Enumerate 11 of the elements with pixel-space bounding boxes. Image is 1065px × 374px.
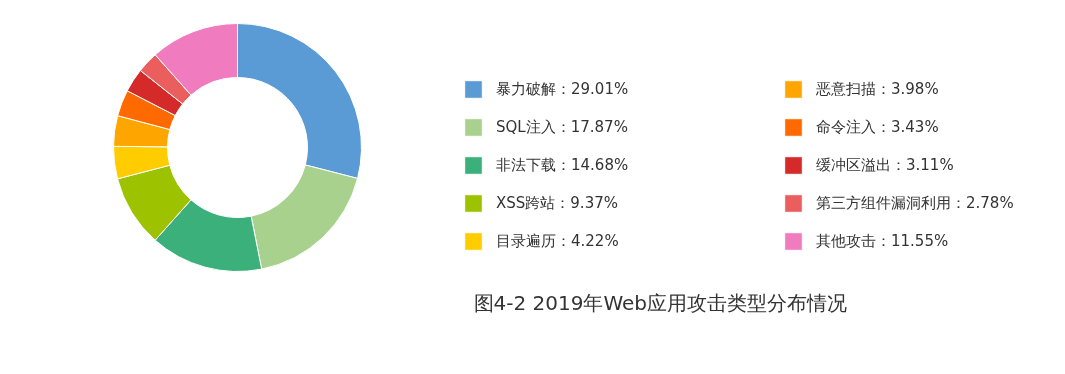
legend-label: 缓冲区溢出：3.11% <box>816 155 955 175</box>
legend-label: 目录遍历：4.22% <box>496 231 620 251</box>
legend-label: 暴力破解：29.01% <box>496 79 630 99</box>
legend-label: XSS跨站：9.37% <box>496 193 619 213</box>
legend-label: 其他攻击：11.55% <box>816 231 950 251</box>
text: 图4-2 2019年Web应用攻击类型分布情况 <box>473 290 848 315</box>
legend-label: 非法下载：14.68% <box>496 155 630 175</box>
legend-label: 第三方组件漏洞利用：2.78% <box>816 193 1015 213</box>
legend-label: 命令注入：3.43% <box>816 117 940 137</box>
legend-label: SQL注入：17.87% <box>496 117 629 137</box>
legend-label: 恶意扫描：3.98% <box>816 79 940 99</box>
